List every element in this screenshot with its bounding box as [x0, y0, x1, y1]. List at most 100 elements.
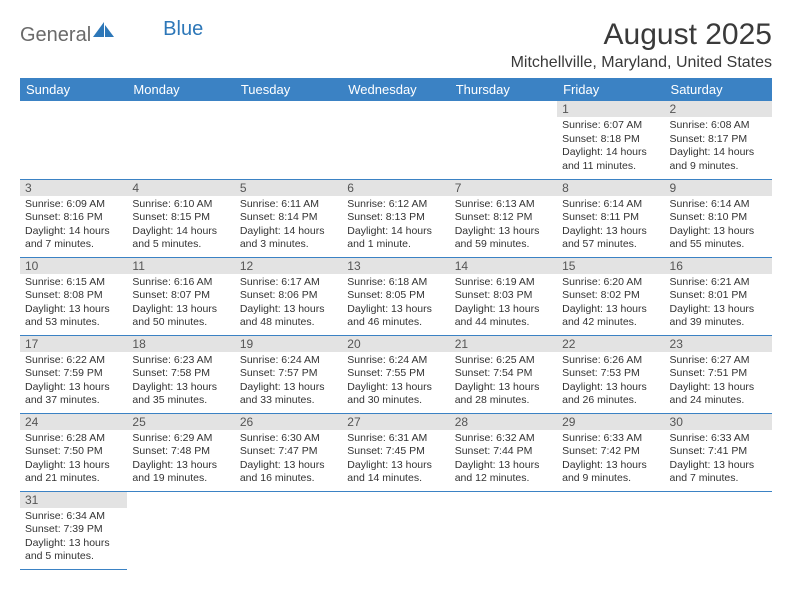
day-number: 23 — [665, 336, 772, 352]
day-content: Sunrise: 6:17 AMSunset: 8:06 PMDaylight:… — [235, 274, 342, 335]
day-number: 3 — [20, 180, 127, 196]
day-number: 19 — [235, 336, 342, 352]
day-number: 12 — [235, 258, 342, 274]
logo-sail-icon — [93, 22, 115, 43]
calendar-cell: 2Sunrise: 6:08 AMSunset: 8:17 PMDaylight… — [665, 101, 772, 179]
calendar-row: 31Sunrise: 6:34 AMSunset: 7:39 PMDayligh… — [20, 491, 772, 569]
day-content: Sunrise: 6:19 AMSunset: 8:03 PMDaylight:… — [450, 274, 557, 335]
day-content: Sunrise: 6:18 AMSunset: 8:05 PMDaylight:… — [342, 274, 449, 335]
calendar-cell: 9Sunrise: 6:14 AMSunset: 8:10 PMDaylight… — [665, 179, 772, 257]
day-content: Sunrise: 6:23 AMSunset: 7:58 PMDaylight:… — [127, 352, 234, 413]
day-number: 27 — [342, 414, 449, 430]
calendar-row: 10Sunrise: 6:15 AMSunset: 8:08 PMDayligh… — [20, 257, 772, 335]
calendar-cell-empty — [450, 101, 557, 179]
calendar-cell: 26Sunrise: 6:30 AMSunset: 7:47 PMDayligh… — [235, 413, 342, 491]
calendar-row: 24Sunrise: 6:28 AMSunset: 7:50 PMDayligh… — [20, 413, 772, 491]
calendar-cell-empty — [235, 101, 342, 179]
day-number: 20 — [342, 336, 449, 352]
day-number: 10 — [20, 258, 127, 274]
logo: General Blue — [20, 22, 203, 49]
calendar-cell: 27Sunrise: 6:31 AMSunset: 7:45 PMDayligh… — [342, 413, 449, 491]
calendar-row: 3Sunrise: 6:09 AMSunset: 8:16 PMDaylight… — [20, 179, 772, 257]
day-content: Sunrise: 6:22 AMSunset: 7:59 PMDaylight:… — [20, 352, 127, 413]
day-content: Sunrise: 6:13 AMSunset: 8:12 PMDaylight:… — [450, 196, 557, 257]
calendar-cell: 8Sunrise: 6:14 AMSunset: 8:11 PMDaylight… — [557, 179, 664, 257]
calendar-cell: 20Sunrise: 6:24 AMSunset: 7:55 PMDayligh… — [342, 335, 449, 413]
calendar-cell: 12Sunrise: 6:17 AMSunset: 8:06 PMDayligh… — [235, 257, 342, 335]
day-content: Sunrise: 6:25 AMSunset: 7:54 PMDaylight:… — [450, 352, 557, 413]
calendar-cell: 28Sunrise: 6:32 AMSunset: 7:44 PMDayligh… — [450, 413, 557, 491]
day-content: Sunrise: 6:21 AMSunset: 8:01 PMDaylight:… — [665, 274, 772, 335]
day-number: 16 — [665, 258, 772, 274]
day-number: 25 — [127, 414, 234, 430]
day-content: Sunrise: 6:34 AMSunset: 7:39 PMDaylight:… — [20, 508, 127, 569]
calendar-cell-empty — [557, 491, 664, 569]
day-number: 26 — [235, 414, 342, 430]
day-content: Sunrise: 6:28 AMSunset: 7:50 PMDaylight:… — [20, 430, 127, 491]
calendar-cell-empty — [342, 491, 449, 569]
day-content: Sunrise: 6:16 AMSunset: 8:07 PMDaylight:… — [127, 274, 234, 335]
calendar-cell: 17Sunrise: 6:22 AMSunset: 7:59 PMDayligh… — [20, 335, 127, 413]
calendar-cell: 23Sunrise: 6:27 AMSunset: 7:51 PMDayligh… — [665, 335, 772, 413]
calendar-cell: 19Sunrise: 6:24 AMSunset: 7:57 PMDayligh… — [235, 335, 342, 413]
calendar-cell-empty — [450, 491, 557, 569]
day-number: 5 — [235, 180, 342, 196]
logo-text-blue: Blue — [163, 18, 203, 41]
day-number: 24 — [20, 414, 127, 430]
calendar-cell: 16Sunrise: 6:21 AMSunset: 8:01 PMDayligh… — [665, 257, 772, 335]
day-number: 1 — [557, 101, 664, 117]
calendar-cell: 6Sunrise: 6:12 AMSunset: 8:13 PMDaylight… — [342, 179, 449, 257]
calendar-cell: 7Sunrise: 6:13 AMSunset: 8:12 PMDaylight… — [450, 179, 557, 257]
calendar-cell: 10Sunrise: 6:15 AMSunset: 8:08 PMDayligh… — [20, 257, 127, 335]
day-number: 21 — [450, 336, 557, 352]
day-number: 6 — [342, 180, 449, 196]
weekday-header: Sunday — [20, 78, 127, 101]
weekday-row: SundayMondayTuesdayWednesdayThursdayFrid… — [20, 78, 772, 101]
title-block: August 2025 Mitchellville, Maryland, Uni… — [511, 18, 772, 72]
day-number: 8 — [557, 180, 664, 196]
weekday-header: Thursday — [450, 78, 557, 101]
calendar-cell: 3Sunrise: 6:09 AMSunset: 8:16 PMDaylight… — [20, 179, 127, 257]
calendar-cell: 21Sunrise: 6:25 AMSunset: 7:54 PMDayligh… — [450, 335, 557, 413]
calendar-cell-empty — [235, 491, 342, 569]
day-number: 2 — [665, 101, 772, 117]
day-content: Sunrise: 6:20 AMSunset: 8:02 PMDaylight:… — [557, 274, 664, 335]
calendar-cell: 18Sunrise: 6:23 AMSunset: 7:58 PMDayligh… — [127, 335, 234, 413]
calendar-cell: 22Sunrise: 6:26 AMSunset: 7:53 PMDayligh… — [557, 335, 664, 413]
calendar-table: SundayMondayTuesdayWednesdayThursdayFrid… — [20, 78, 772, 570]
header: General Blue August 2025 Mitchellville, … — [20, 18, 772, 72]
day-content: Sunrise: 6:09 AMSunset: 8:16 PMDaylight:… — [20, 196, 127, 257]
calendar-cell-empty — [342, 101, 449, 179]
day-content: Sunrise: 6:11 AMSunset: 8:14 PMDaylight:… — [235, 196, 342, 257]
calendar-cell: 31Sunrise: 6:34 AMSunset: 7:39 PMDayligh… — [20, 491, 127, 569]
day-content: Sunrise: 6:08 AMSunset: 8:17 PMDaylight:… — [665, 117, 772, 178]
calendar-cell: 29Sunrise: 6:33 AMSunset: 7:42 PMDayligh… — [557, 413, 664, 491]
day-content: Sunrise: 6:24 AMSunset: 7:55 PMDaylight:… — [342, 352, 449, 413]
location: Mitchellville, Maryland, United States — [511, 54, 772, 72]
day-content: Sunrise: 6:29 AMSunset: 7:48 PMDaylight:… — [127, 430, 234, 491]
logo-text-general: General — [20, 24, 91, 47]
day-number: 4 — [127, 180, 234, 196]
day-number: 7 — [450, 180, 557, 196]
calendar-cell: 11Sunrise: 6:16 AMSunset: 8:07 PMDayligh… — [127, 257, 234, 335]
calendar-body: 1Sunrise: 6:07 AMSunset: 8:18 PMDaylight… — [20, 101, 772, 569]
day-content: Sunrise: 6:31 AMSunset: 7:45 PMDaylight:… — [342, 430, 449, 491]
day-content: Sunrise: 6:33 AMSunset: 7:41 PMDaylight:… — [665, 430, 772, 491]
day-number: 13 — [342, 258, 449, 274]
calendar-cell-empty — [20, 101, 127, 179]
calendar-cell: 15Sunrise: 6:20 AMSunset: 8:02 PMDayligh… — [557, 257, 664, 335]
day-content: Sunrise: 6:24 AMSunset: 7:57 PMDaylight:… — [235, 352, 342, 413]
day-content: Sunrise: 6:12 AMSunset: 8:13 PMDaylight:… — [342, 196, 449, 257]
calendar-cell: 24Sunrise: 6:28 AMSunset: 7:50 PMDayligh… — [20, 413, 127, 491]
day-number: 15 — [557, 258, 664, 274]
calendar-cell-empty — [127, 101, 234, 179]
calendar-cell: 14Sunrise: 6:19 AMSunset: 8:03 PMDayligh… — [450, 257, 557, 335]
day-number: 11 — [127, 258, 234, 274]
calendar-row: 17Sunrise: 6:22 AMSunset: 7:59 PMDayligh… — [20, 335, 772, 413]
day-content: Sunrise: 6:10 AMSunset: 8:15 PMDaylight:… — [127, 196, 234, 257]
calendar-cell-empty — [665, 491, 772, 569]
weekday-header: Friday — [557, 78, 664, 101]
calendar-cell: 13Sunrise: 6:18 AMSunset: 8:05 PMDayligh… — [342, 257, 449, 335]
day-content: Sunrise: 6:07 AMSunset: 8:18 PMDaylight:… — [557, 117, 664, 178]
month-title: August 2025 — [511, 18, 772, 52]
